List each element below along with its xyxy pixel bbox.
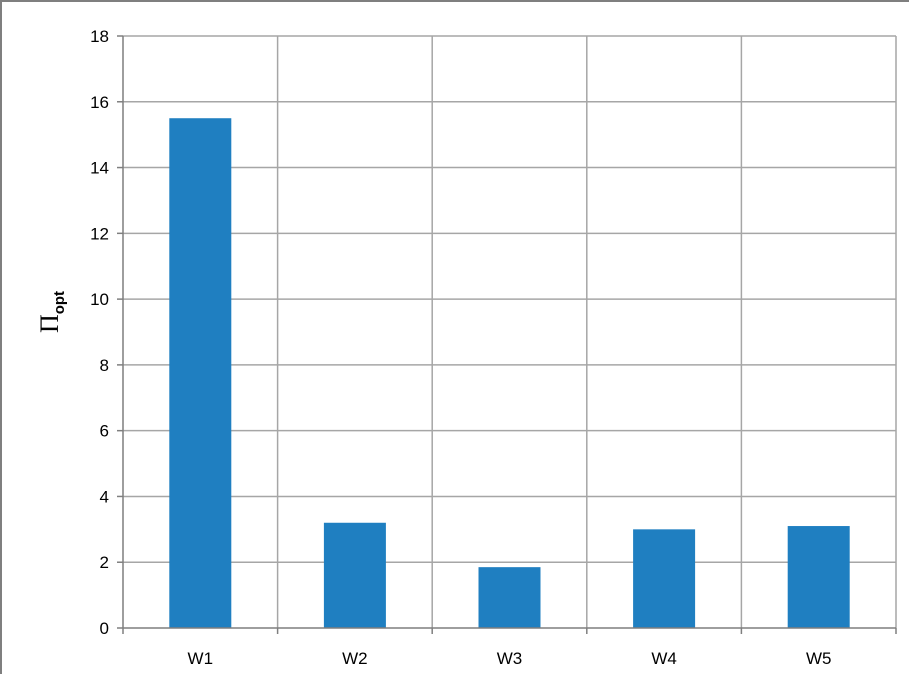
bar-w5 <box>787 526 850 628</box>
y-tick-labels: 0 2 4 6 8 10 12 14 16 18 <box>90 27 109 638</box>
bar-w3 <box>478 567 541 628</box>
y-tick-label: 16 <box>90 93 109 112</box>
y-tick-label: 10 <box>90 290 109 309</box>
y-tick-label: 6 <box>100 422 109 441</box>
bar-w2 <box>323 522 386 628</box>
y-tick-label: 18 <box>90 27 109 46</box>
bar-w1 <box>169 118 232 628</box>
x-tick-label: W2 <box>342 649 368 668</box>
y-tick-label: 14 <box>90 159 109 178</box>
axes <box>117 35 897 634</box>
y-tick-label: 12 <box>90 224 109 243</box>
y-tick-label: 4 <box>100 487 109 506</box>
gridlines <box>123 35 897 628</box>
x-tick-labels: W1 W2 W3 W4 W5 <box>188 649 832 668</box>
x-tick-label: W4 <box>651 649 677 668</box>
y-axis-label: Πopt <box>35 291 68 333</box>
y-tick-label: 0 <box>100 619 109 638</box>
x-tick-label: W3 <box>497 649 523 668</box>
bars <box>169 118 850 628</box>
y-tick-label: 2 <box>100 553 109 572</box>
y-axis-label-main: Π <box>35 314 64 333</box>
y-axis-label-subscript: opt <box>51 291 68 314</box>
y-tick-label: 8 <box>100 356 109 375</box>
x-tick-label: W1 <box>188 649 214 668</box>
bar-w4 <box>633 529 696 628</box>
x-tick-label: W5 <box>806 649 832 668</box>
